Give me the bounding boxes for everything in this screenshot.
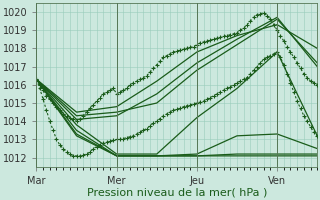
X-axis label: Pression niveau de la mer( hPa ): Pression niveau de la mer( hPa ) (87, 187, 267, 197)
